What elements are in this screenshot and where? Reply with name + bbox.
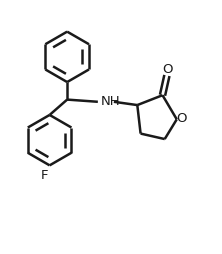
Text: O: O xyxy=(163,63,173,76)
Text: O: O xyxy=(176,112,187,125)
Text: NH: NH xyxy=(101,95,121,108)
Text: F: F xyxy=(40,169,48,182)
